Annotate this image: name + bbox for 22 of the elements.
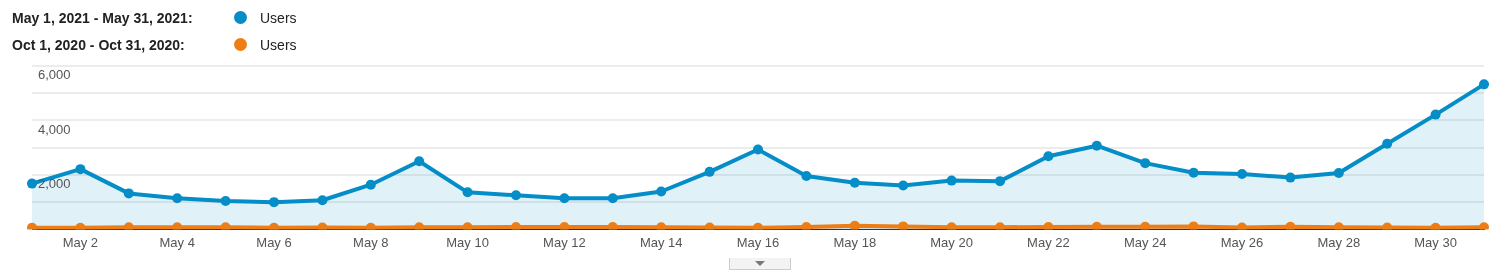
text: Oct 1, 2020 - Oct 31, 2020: [12,36,186,53]
x-tick-label: May 6 [256,234,292,250]
y-tick-label: 4,000 [38,121,71,137]
x-tick-label: May 22 [1027,234,1070,250]
x-tick-label: May 26 [1220,234,1264,250]
y-tick-label: 6,000 [38,67,71,83]
x-tick-label: May 24 [1123,234,1167,250]
x-tick-label: May 18 [833,234,877,250]
x-tick-label: May 12 [543,234,586,250]
y-tick-label: 2,000 [38,176,71,192]
x-tick-label: May 30 [1414,234,1457,250]
x-tick-label: May 4 [159,234,195,250]
x-tick-label: May 28 [1317,234,1361,250]
x-tick-label: May 10 [446,234,489,250]
x-tick-label: May 20 [930,234,973,250]
x-tick-label: May 2 [62,234,99,250]
x-tick-label: May 14 [639,234,683,250]
x-tick-label: May 8 [353,234,389,250]
legend-label: Users [260,36,297,53]
text: May 1, 2021 - May 31, 2021: [12,9,194,26]
x-tick-label: May 16 [736,234,780,250]
legend-label: Users [260,9,297,26]
